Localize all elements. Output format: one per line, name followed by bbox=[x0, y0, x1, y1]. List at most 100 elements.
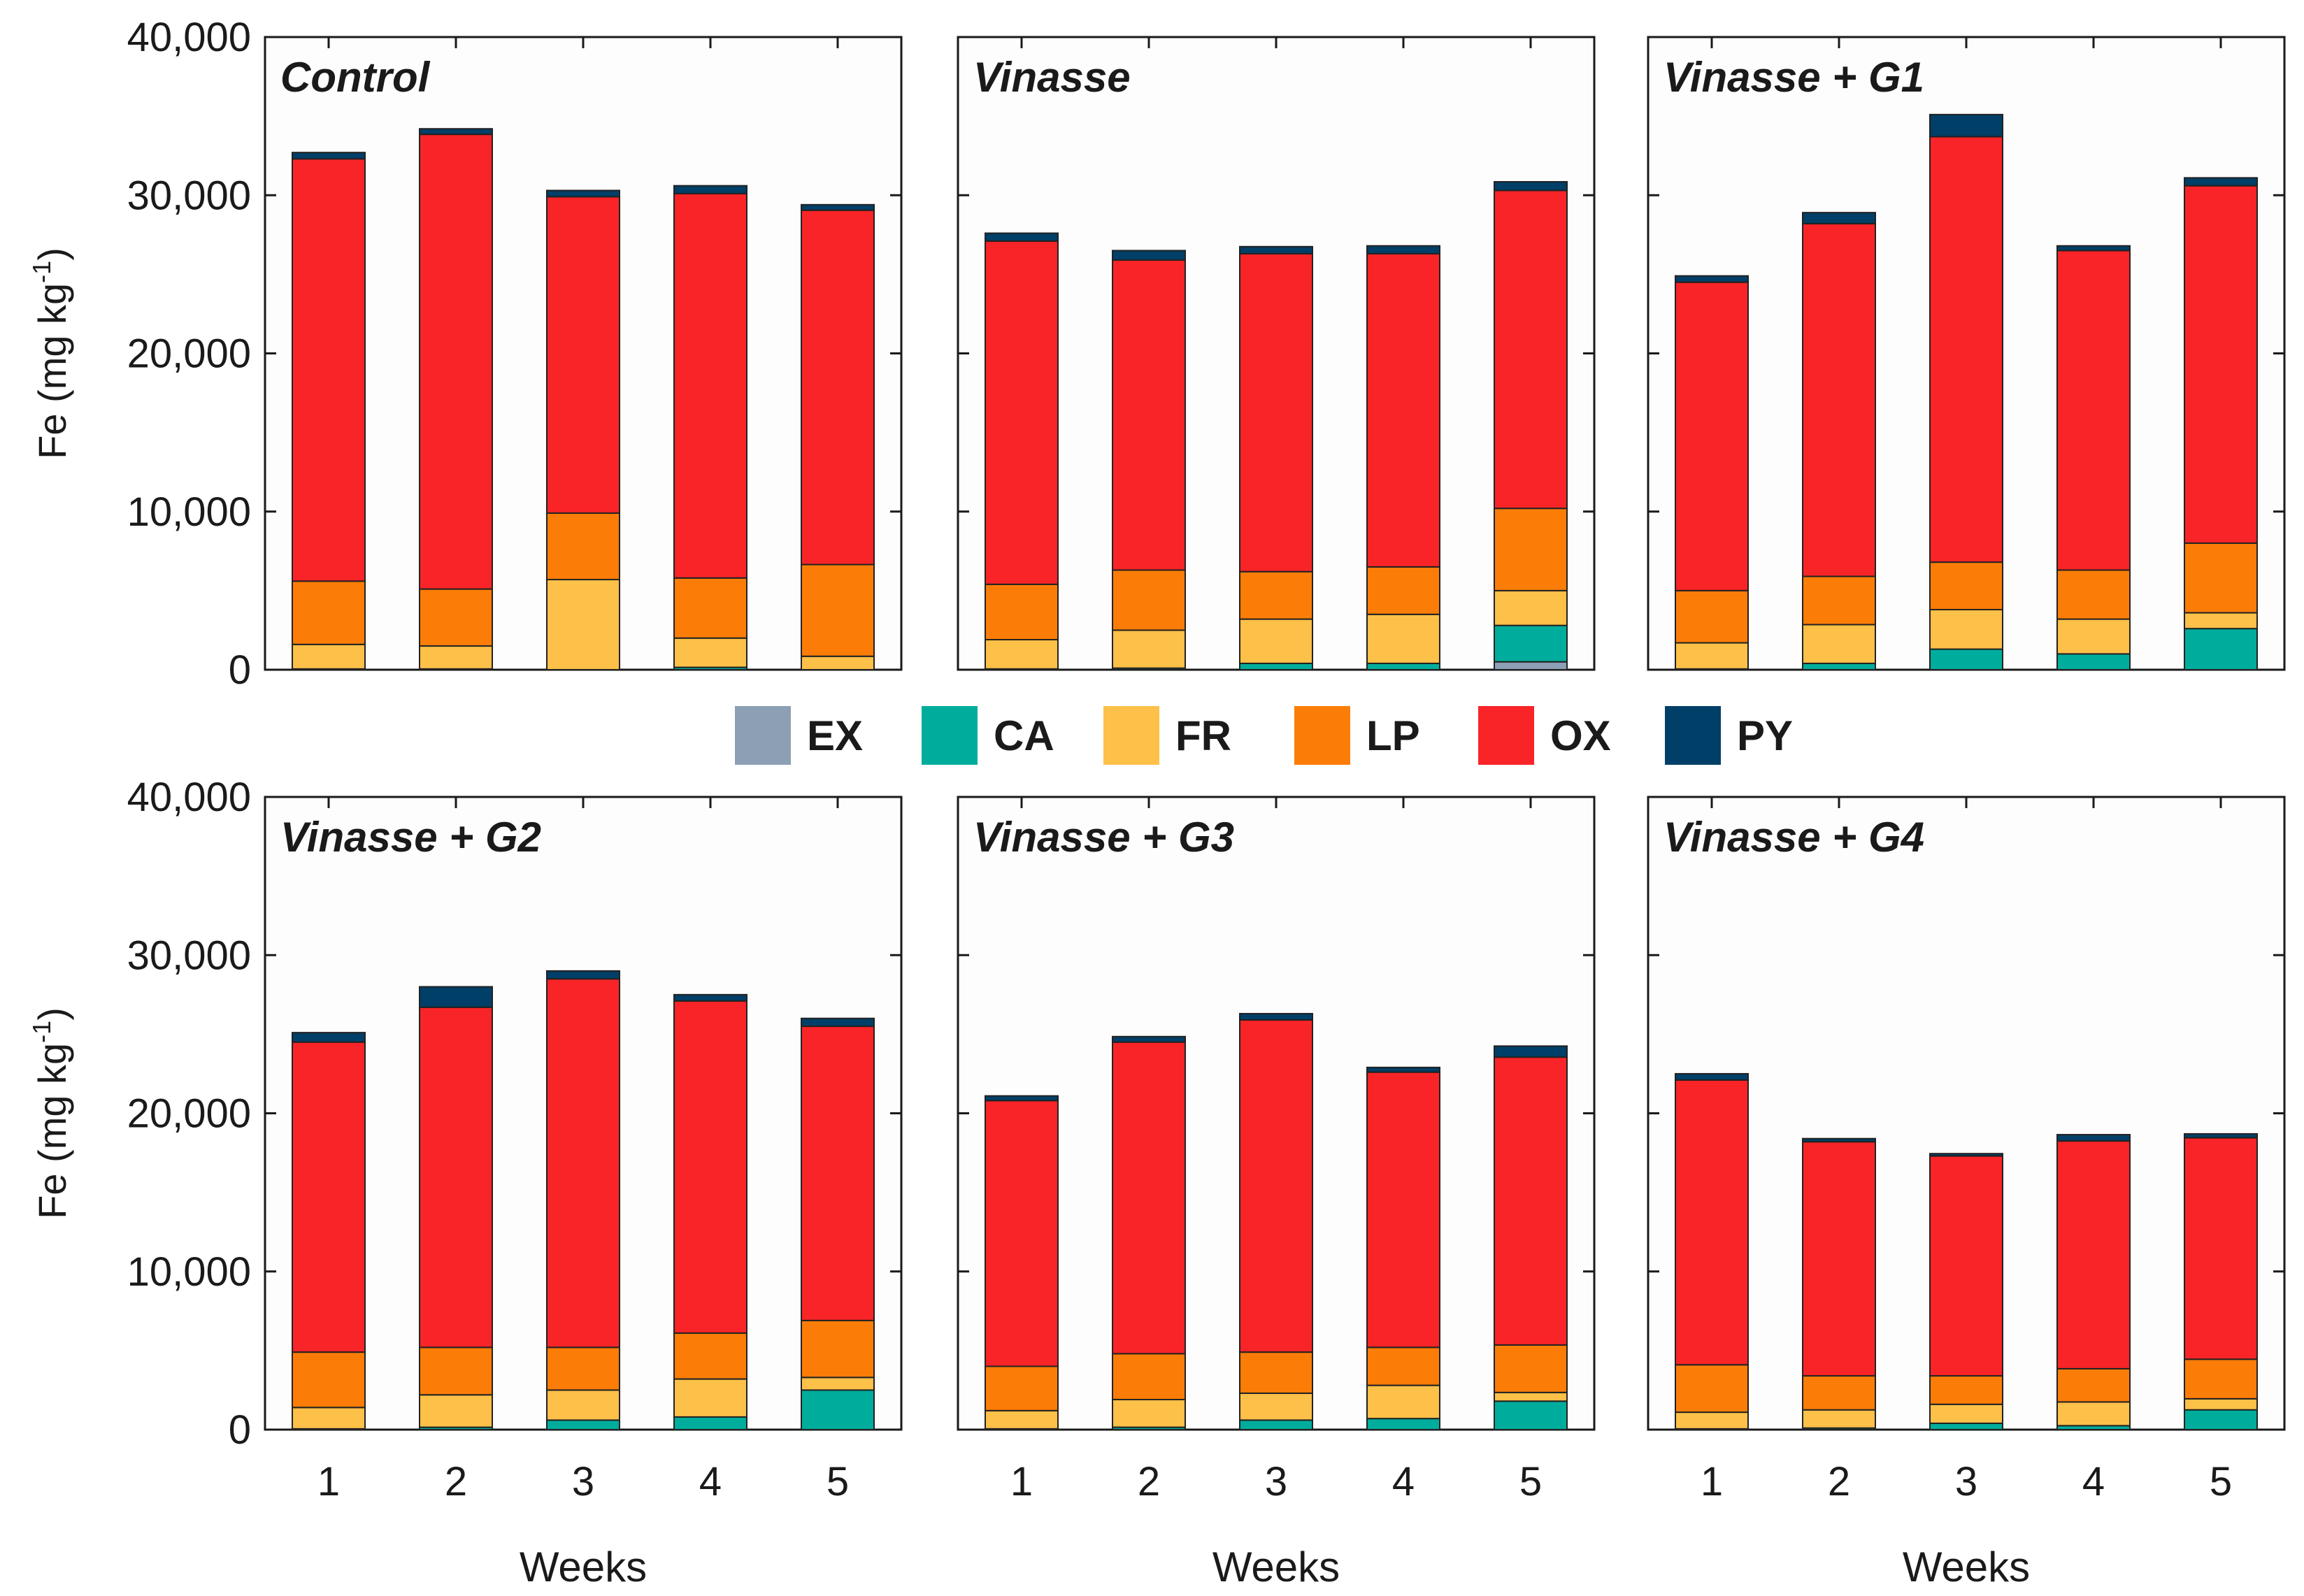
bar-segment-py-week-5 bbox=[801, 203, 875, 211]
bar-segment-lp-week-5 bbox=[1494, 508, 1568, 591]
bar-segment-ca-week-5 bbox=[801, 1389, 875, 1430]
bar-segment-ca-week-5 bbox=[2184, 1409, 2258, 1430]
bar-segment-py-week-2 bbox=[1802, 212, 1876, 224]
bar-segment-ca-week-4 bbox=[1366, 662, 1440, 671]
legend: EX CA FR LP OX PY bbox=[735, 706, 1793, 765]
bar-segment-lp-week-3 bbox=[1929, 1375, 2003, 1405]
bar-segment-fr-week-5 bbox=[801, 1376, 875, 1391]
bar-segment-ox-week-5 bbox=[1494, 189, 1568, 510]
bar-segment-lp-week-1 bbox=[985, 583, 1059, 641]
legend-swatch-fr bbox=[1103, 706, 1159, 765]
y-tick-label: 40,000 bbox=[127, 15, 251, 60]
bar-segment-ca-week-4 bbox=[2056, 653, 2131, 670]
bar-segment-lp-week-2 bbox=[419, 1346, 493, 1396]
panel-title: Vinasse + G2 bbox=[280, 814, 541, 861]
bar-segment-ox-week-1 bbox=[985, 1100, 1059, 1367]
bar-segment-fr-week-2 bbox=[1802, 1409, 1876, 1429]
bar-segment-fr-week-4 bbox=[2056, 618, 2131, 655]
bar-segment-lp-week-3 bbox=[1929, 561, 2003, 611]
bar-segment-lp-week-4 bbox=[2056, 569, 2131, 620]
bar-segment-lp-week-3 bbox=[546, 512, 620, 581]
bar-segment-ox-week-5 bbox=[2184, 185, 2258, 544]
legend-label-ox: OX bbox=[1550, 712, 1611, 759]
legend-swatch-py bbox=[1665, 706, 1721, 765]
bar-segment-ca-week-5 bbox=[2184, 628, 2258, 670]
bar-segment-lp-week-1 bbox=[1675, 1364, 1749, 1414]
bar-segment-py-week-1 bbox=[1675, 1072, 1749, 1081]
bar-segment-py-week-5 bbox=[2184, 177, 2258, 187]
bar-segment-fr-week-4 bbox=[673, 637, 747, 668]
panel-title: Vinasse + G3 bbox=[973, 814, 1234, 861]
bar-segment-ox-week-1 bbox=[292, 1041, 366, 1353]
panel-1: 0 10,000 20,000 30,000 40,000 Control Fe (mg k… bbox=[27, 15, 903, 693]
legend-swatch-ca bbox=[922, 706, 978, 765]
bar-segment-py-week-2 bbox=[1112, 1035, 1186, 1043]
y-tick-label: 30,000 bbox=[127, 933, 251, 978]
bar-segment-lp-week-1 bbox=[985, 1365, 1059, 1411]
panel-4: 0 10,000 20,000 30,000 40,000 Vinasse + G2 1 2 3… bbox=[27, 775, 903, 1590]
bar-segment-fr-week-2 bbox=[1112, 1399, 1186, 1428]
bar-segment-py-week-2 bbox=[419, 128, 493, 136]
bar-segment-ox-week-5 bbox=[2184, 1137, 2258, 1360]
x-tick-label: 5 bbox=[827, 1459, 849, 1504]
bar-segment-ca-week-3 bbox=[1929, 1422, 2003, 1430]
panel-6: Vinasse + G4 1 2 3 4 5 Weeks bbox=[1647, 796, 2286, 1590]
bar-segment-fr-week-4 bbox=[1366, 613, 1440, 664]
bar-segment-ox-week-3 bbox=[546, 196, 620, 515]
bar-segment-ox-week-5 bbox=[801, 209, 875, 566]
y-tick-label: 0 bbox=[229, 1407, 251, 1453]
bar-segment-lp-week-5 bbox=[1494, 1344, 1568, 1393]
x-tick-label: 1 bbox=[317, 1459, 340, 1504]
y-tick-label: 30,000 bbox=[127, 173, 251, 218]
bar-segment-ca-week-4 bbox=[1366, 1418, 1440, 1430]
bar-segment-ox-week-1 bbox=[985, 240, 1059, 585]
y-tick-label: 40,000 bbox=[127, 775, 251, 820]
bar-segment-py-week-4 bbox=[2056, 1134, 2131, 1142]
x-tick-label: 2 bbox=[1138, 1459, 1160, 1504]
panel-title: Vinasse + G4 bbox=[1663, 814, 1924, 861]
panel-title: Vinasse + G1 bbox=[1663, 54, 1924, 101]
bar-segment-ex-week-5 bbox=[1494, 661, 1568, 670]
y-tick-label: 0 bbox=[229, 647, 251, 693]
bar-segment-py-week-3 bbox=[1239, 245, 1313, 254]
bar-segment-ox-week-4 bbox=[673, 192, 747, 579]
bar-segment-py-week-1 bbox=[292, 152, 366, 160]
bar-segment-lp-week-5 bbox=[801, 563, 875, 657]
bar-segment-py-week-1 bbox=[985, 1095, 1059, 1102]
bar-segment-ca-week-3 bbox=[1929, 648, 2003, 671]
bar-segment-ox-week-5 bbox=[801, 1026, 875, 1321]
legend-label-lp: LP bbox=[1366, 712, 1420, 759]
bar-segment-ca-week-2 bbox=[1802, 662, 1876, 671]
legend-label-ca: CA bbox=[994, 712, 1054, 759]
y-tick-label: 20,000 bbox=[127, 1091, 251, 1137]
bar-segment-lp-week-4 bbox=[673, 577, 747, 639]
bar-segment-py-week-1 bbox=[1675, 275, 1749, 283]
bar-segment-fr-week-5 bbox=[2184, 1397, 2258, 1411]
bar-segment-fr-week-3 bbox=[1239, 1392, 1313, 1421]
bar-segment-ox-week-2 bbox=[1112, 259, 1186, 571]
x-tick-label: 5 bbox=[1519, 1459, 1542, 1504]
x-axis-label: Weeks bbox=[1212, 1544, 1340, 1590]
bar-segment-fr-week-2 bbox=[419, 645, 493, 670]
bar-segment-fr-week-1 bbox=[985, 639, 1059, 670]
panel-3: Vinasse + G1 bbox=[1647, 36, 2286, 671]
bar-segment-lp-week-5 bbox=[2184, 1358, 2258, 1400]
bar-segment-py-week-3 bbox=[1929, 1153, 2003, 1157]
legend-label-ex: EX bbox=[807, 712, 863, 759]
bar-segment-fr-week-3 bbox=[546, 1389, 620, 1421]
bar-segment-ox-week-1 bbox=[292, 158, 366, 582]
bar-segment-fr-week-2 bbox=[1802, 624, 1876, 664]
legend-swatch-ex bbox=[735, 706, 791, 765]
x-tick-label: 5 bbox=[2210, 1459, 2232, 1504]
bar-segment-ox-week-2 bbox=[1802, 1141, 1876, 1377]
panel-title: Control bbox=[280, 54, 431, 101]
bar-segment-lp-week-4 bbox=[2056, 1367, 2131, 1403]
bar-segment-lp-week-2 bbox=[1112, 1353, 1186, 1401]
bar-segment-ca-week-4 bbox=[673, 1416, 747, 1431]
bar-segment-ox-week-1 bbox=[1675, 1079, 1749, 1366]
bar-segment-fr-week-1 bbox=[292, 1407, 366, 1430]
panel-title: Vinasse bbox=[973, 54, 1131, 101]
bar-segment-lp-week-4 bbox=[1366, 1346, 1440, 1386]
bar-segment-lp-week-4 bbox=[1366, 566, 1440, 615]
